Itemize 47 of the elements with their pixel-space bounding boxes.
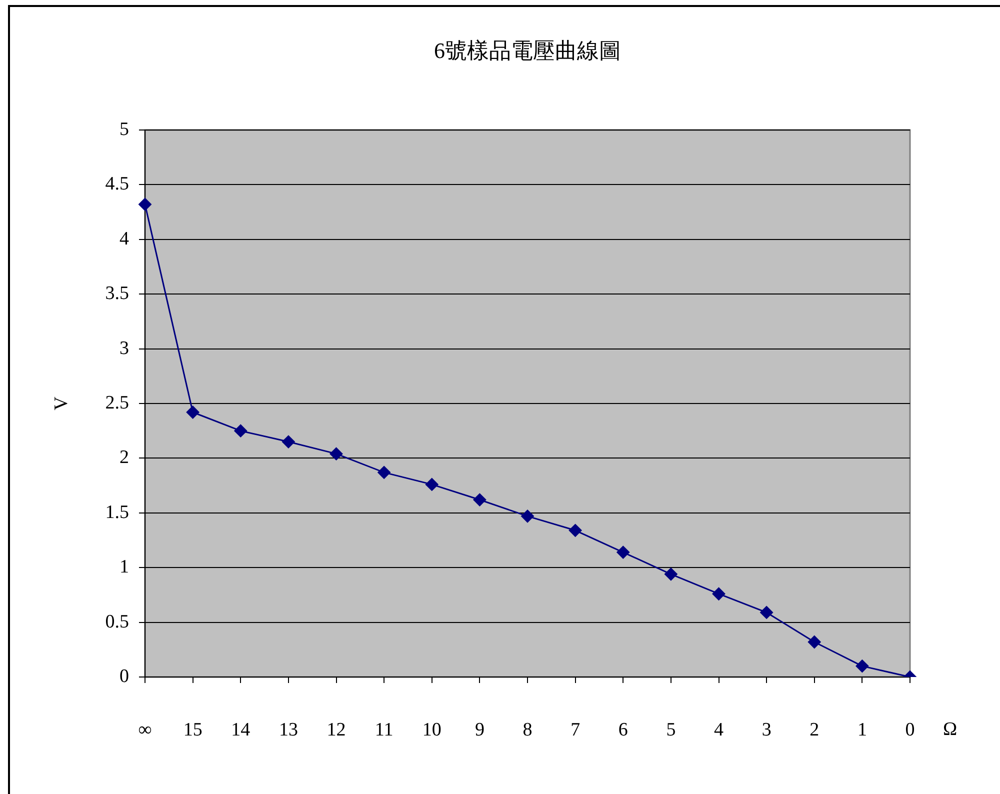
y-tick-label: 0	[120, 666, 129, 687]
y-tick-label: 4.5	[105, 174, 129, 195]
point	[282, 435, 295, 448]
y-tick-label: 2	[120, 447, 129, 468]
x-tick-label: 5	[666, 719, 676, 740]
point	[138, 198, 152, 211]
x-tick-label: 10	[422, 719, 442, 740]
point	[473, 493, 486, 506]
x-tick-label: 7	[570, 719, 580, 740]
point	[425, 478, 438, 491]
y-axis-title: V	[50, 396, 72, 410]
point	[521, 510, 534, 523]
x-tick-label: 12	[326, 719, 346, 740]
y-tick-label: 0.5	[105, 611, 129, 632]
y-tick-label: 4	[120, 228, 130, 250]
x-tick-label: 4	[714, 719, 724, 740]
x-tick-label: 11	[374, 719, 394, 740]
point	[664, 568, 678, 581]
x-tick-label: 14	[231, 719, 251, 740]
x-tick-label: 8	[522, 719, 532, 740]
point	[856, 660, 869, 673]
point	[378, 466, 391, 479]
x-axis-title: Ω	[942, 718, 958, 740]
x-tick-label: 1	[857, 719, 867, 740]
point	[234, 424, 248, 438]
point	[616, 546, 630, 559]
y-tick-label: 5	[120, 118, 129, 140]
y-tick-label: 3	[120, 338, 129, 359]
point	[808, 635, 821, 648]
y-tick-label: 1	[120, 556, 129, 578]
chart-title: 6號樣品電壓曲線圖	[434, 38, 621, 63]
point	[186, 406, 200, 419]
y-tick-label: 3.5	[105, 283, 129, 304]
x-tick-label: 0	[905, 719, 915, 740]
point	[760, 606, 774, 619]
point	[568, 524, 582, 537]
y-tick-label: 1.5	[105, 502, 129, 523]
point	[712, 587, 726, 600]
x-tick-label: ∞	[138, 719, 152, 740]
x-tick-label: 6	[618, 719, 628, 740]
x-tick-label: 2	[810, 719, 820, 740]
x-tick-label: 3	[762, 719, 772, 740]
x-tick-label: 13	[278, 719, 298, 740]
point	[330, 447, 343, 460]
x-tick-label: 9	[474, 719, 484, 740]
x-tick-label: 15	[183, 719, 202, 740]
y-tick-label: 2.5	[105, 392, 129, 414]
